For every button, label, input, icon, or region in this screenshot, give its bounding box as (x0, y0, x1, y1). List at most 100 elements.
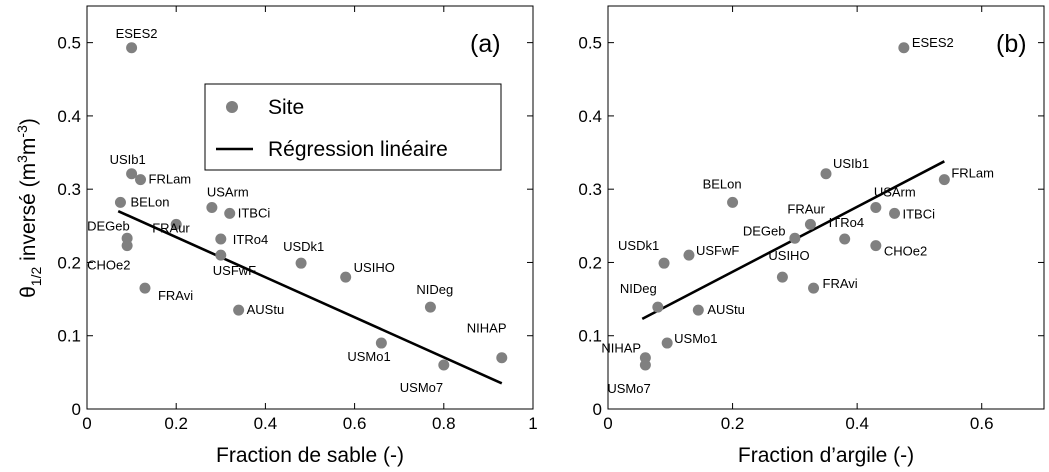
point-label-a-usdk1: USDk1 (283, 239, 324, 254)
point-label-a-fraur: FRAur (152, 220, 190, 235)
y-tick-label-b: 0.5 (578, 34, 602, 53)
regression-line-a (117, 209, 503, 385)
panel-a: 0 0.2 0.4 0.6 0.8 1 0 0.1 0.2 0.3 0.4 0.5 ESES2 USIb… (14, 5, 538, 467)
plot-frame-a (86, 5, 534, 410)
point-label-a-nideg: NIDeg (416, 282, 453, 297)
y-tick-label-b: 0.3 (578, 180, 602, 199)
y-title-sub: 1/2 (28, 267, 44, 287)
point-label-b-usiho: USIHO (768, 248, 809, 263)
point-label-b-frlam: FRLam (951, 166, 994, 181)
point-a-usmo7 (438, 359, 450, 371)
point-b-austu (692, 304, 704, 316)
point-a-usdk1 (295, 257, 307, 269)
y-tick-label-a: 0.4 (57, 107, 81, 126)
point-label-a-nihap: NIHAP (467, 321, 507, 336)
point-label-b-usmo1: USMo1 (674, 331, 717, 346)
point-label-b-usmo7: USMo7 (607, 381, 650, 396)
point-a-usiho (340, 271, 352, 283)
point-a-frlam (135, 174, 147, 186)
point-label-b-belon: BELon (703, 176, 742, 191)
point-b-nideg (652, 301, 664, 313)
point-a-austu (233, 304, 245, 316)
point-label-b-usdk1: USDk1 (618, 238, 659, 253)
y-tick-label-b: 0.2 (578, 253, 602, 272)
point-a-choe2 (121, 240, 133, 252)
y-tick-label-a: 0 (72, 400, 81, 419)
x-axis-title-a: Fraction de sable (-) (216, 444, 404, 467)
legend-site-label: Site (268, 96, 304, 119)
point-a-fraur (170, 218, 182, 230)
legend-regression-label: Régression linéaire (268, 138, 448, 161)
point-b-usfwf (683, 249, 695, 261)
point-label-b-eses2: ESES2 (912, 35, 954, 50)
y-title-rest: inversé (m (17, 163, 40, 267)
point-label-b-nihap: NIHAP (601, 341, 641, 356)
point-a-nideg (424, 301, 436, 313)
point-a-belon (114, 196, 126, 208)
point-b-usmo7 (639, 359, 651, 371)
y-tick-label-b: 0.4 (578, 107, 602, 126)
point-b-belon (727, 196, 739, 208)
point-b-degeb (789, 232, 801, 244)
legend-site-marker (226, 101, 238, 113)
point-b-fraur (804, 218, 816, 230)
point-label-a-fravi: FRAvi (158, 288, 193, 303)
point-label-a-itbci: ITBCi (238, 205, 271, 220)
panel-label-a: (a) (470, 30, 501, 58)
point-label-b-itro4: ITRo4 (829, 215, 864, 230)
point-a-eses2 (126, 42, 138, 54)
point-b-itbci (889, 207, 901, 219)
panel-b: 0 0.2 0.4 0.6 0 0.1 0.2 0.3 0.4 0.5 ESES2 USIb1 FRL… (578, 5, 1045, 467)
point-label-a-usmo1: USMo1 (347, 349, 390, 364)
x-tick-label-a: 0.4 (254, 414, 278, 433)
y-tick-label-a: 0.1 (57, 327, 81, 346)
point-label-a-degeb: DEGeb (87, 218, 130, 233)
point-b-fravi (808, 282, 820, 294)
point-a-usarm (206, 202, 218, 213)
point-b-frlam (938, 174, 950, 186)
point-a-usfwf (215, 249, 227, 261)
point-b-usib1 (820, 168, 832, 180)
point-b-itro4 (839, 233, 851, 245)
point-a-usmo1 (375, 337, 387, 349)
point-a-fravi (139, 282, 151, 294)
point-b-eses2 (898, 42, 910, 54)
x-tick-label-a: 0.6 (343, 414, 367, 433)
y-tick-label-a: 0.5 (57, 34, 81, 53)
y-tick-label-b: 0.1 (578, 327, 602, 346)
point-label-a-frlam: FRLam (149, 172, 192, 187)
x-tick-label-a: 0.8 (432, 414, 456, 433)
point-a-itro4 (215, 233, 227, 245)
point-b-usarm (870, 202, 882, 213)
y-tick-label-b: 0 (593, 400, 602, 419)
x-tick-label-a: 1 (528, 414, 537, 433)
point-b-usdk1 (658, 257, 670, 269)
point-b-choe2 (870, 240, 882, 252)
point-label-b-usib1: USIb1 (833, 156, 869, 171)
x-axis-title-b: Fraction d’argile (-) (738, 444, 914, 467)
y-title-sup1: 3 (14, 155, 30, 163)
point-label-a-belon: BELon (130, 194, 169, 209)
point-a-itbci (224, 207, 236, 219)
y-tick-label-a: 0.2 (57, 253, 81, 272)
point-label-a-usfwf: USFwF (213, 263, 256, 278)
point-label-a-usarm: USArm (207, 185, 249, 200)
point-label-b-fraur: FRAur (787, 201, 825, 216)
x-tick-label-b: 0.2 (721, 414, 745, 433)
point-b-usmo1 (661, 337, 673, 349)
plot-frame-b (607, 5, 1045, 410)
y-title-mid: m (17, 138, 40, 156)
ticks-b: 0 0.2 0.4 0.6 0 0.1 0.2 0.3 0.4 0.5 (578, 6, 1044, 433)
point-label-b-fravi: FRAvi (823, 276, 858, 291)
point-label-a-austu: AUStu (247, 302, 285, 317)
ticks-a: 0 0.2 0.4 0.6 0.8 1 0 0.1 0.2 0.3 0.4 0.5 (57, 6, 538, 433)
point-label-b-degeb: DEGeb (743, 223, 786, 238)
legend: Site Régression linéaire (204, 83, 502, 171)
x-tick-label-b: 0.4 (845, 414, 869, 433)
x-tick-label-b: 0 (603, 414, 612, 433)
point-b-usiho (776, 271, 788, 283)
point-a-usib1 (126, 168, 138, 180)
panel-label-b: (b) (996, 30, 1027, 58)
